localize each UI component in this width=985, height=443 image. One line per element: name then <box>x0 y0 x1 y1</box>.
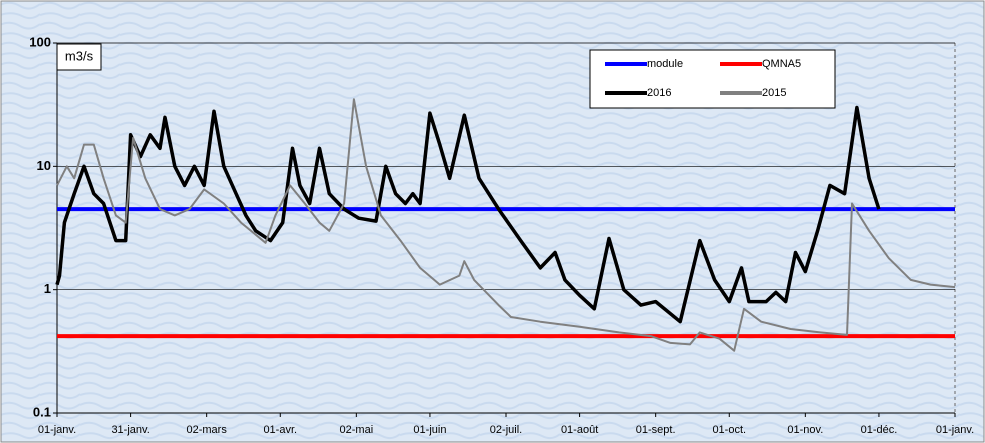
legend-label: 2015 <box>762 87 786 99</box>
x-tick-label: 02-mars <box>186 424 227 436</box>
legend-label: QMNA5 <box>762 58 801 70</box>
x-tick-label: 01-nov. <box>787 424 823 436</box>
x-tick-label: 01-juin <box>413 424 446 436</box>
x-tick-label: 01-déc. <box>861 424 898 436</box>
legend <box>589 49 836 109</box>
x-tick-label: 01-sept. <box>636 424 676 436</box>
x-tick-label: 01-janv. <box>38 424 76 436</box>
series-line <box>55 105 881 324</box>
y-tick-label: 10 <box>37 158 51 173</box>
y-tick-label: 100 <box>29 34 51 49</box>
unit-box <box>56 43 102 71</box>
legend-label: module <box>647 58 683 70</box>
y-tick-label: 0.1 <box>33 404 51 419</box>
y-tick-label: 1 <box>44 281 51 296</box>
x-tick-label: 01-oct. <box>712 424 746 436</box>
x-tick-label: 01-août <box>561 424 598 436</box>
unit-label: m3/s <box>65 48 94 63</box>
legend-label: 2016 <box>647 87 671 99</box>
x-tick-label: 01-avr. <box>263 424 297 436</box>
x-tick-label: 02-juil. <box>490 424 522 436</box>
x-tick-label: 31-janv. <box>111 424 149 436</box>
x-tick-label: 02-mai <box>340 424 374 436</box>
x-tick-label: 01-janv. <box>936 424 974 436</box>
series-line <box>56 98 956 352</box>
